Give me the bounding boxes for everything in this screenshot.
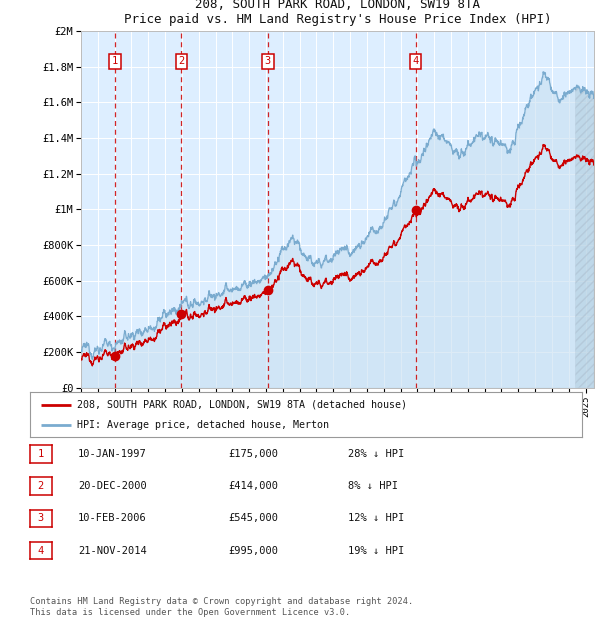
- Text: 10-JAN-1997: 10-JAN-1997: [78, 449, 147, 459]
- Text: 3: 3: [38, 513, 44, 523]
- Text: £545,000: £545,000: [228, 513, 278, 523]
- Text: 2: 2: [178, 56, 185, 66]
- Text: 20-DEC-2000: 20-DEC-2000: [78, 481, 147, 491]
- Title: 208, SOUTH PARK ROAD, LONDON, SW19 8TA
Price paid vs. HM Land Registry's House P: 208, SOUTH PARK ROAD, LONDON, SW19 8TA P…: [124, 0, 551, 25]
- Text: £995,000: £995,000: [228, 546, 278, 556]
- Text: 2: 2: [38, 481, 44, 491]
- Text: 3: 3: [265, 56, 271, 66]
- Text: 208, SOUTH PARK ROAD, LONDON, SW19 8TA (detached house): 208, SOUTH PARK ROAD, LONDON, SW19 8TA (…: [77, 399, 407, 410]
- Text: 19% ↓ HPI: 19% ↓ HPI: [348, 546, 404, 556]
- Text: 12% ↓ HPI: 12% ↓ HPI: [348, 513, 404, 523]
- Text: 1: 1: [112, 56, 118, 66]
- Text: 4: 4: [412, 56, 419, 66]
- Text: £414,000: £414,000: [228, 481, 278, 491]
- Text: £175,000: £175,000: [228, 449, 278, 459]
- Text: 21-NOV-2014: 21-NOV-2014: [78, 546, 147, 556]
- Text: HPI: Average price, detached house, Merton: HPI: Average price, detached house, Mert…: [77, 420, 329, 430]
- Text: 4: 4: [38, 546, 44, 556]
- Text: 10-FEB-2006: 10-FEB-2006: [78, 513, 147, 523]
- Text: Contains HM Land Registry data © Crown copyright and database right 2024.
This d: Contains HM Land Registry data © Crown c…: [30, 598, 413, 617]
- Text: 8% ↓ HPI: 8% ↓ HPI: [348, 481, 398, 491]
- Text: 1: 1: [38, 449, 44, 459]
- Text: 28% ↓ HPI: 28% ↓ HPI: [348, 449, 404, 459]
